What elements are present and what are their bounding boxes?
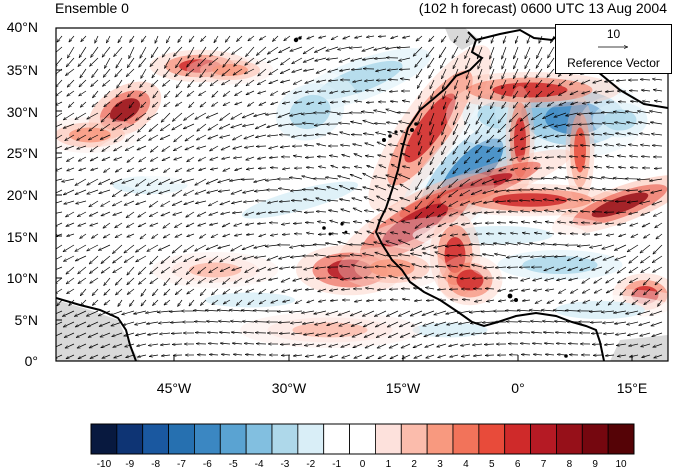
colorbar-label: 6: [514, 459, 521, 470]
colorbar-label: 3: [437, 459, 443, 470]
colorbar-label: -7: [177, 459, 186, 470]
colorbar-label: -4: [254, 459, 264, 470]
y-tick-label: 5°N: [14, 312, 39, 328]
colorbar-label: 8: [566, 459, 573, 470]
colorbar-swatch: [426, 423, 454, 455]
colorbar-swatch: [581, 423, 609, 455]
colorbar-label: 7: [540, 459, 547, 470]
right-title: (102 h forecast) 0600 UTC 13 Aug 2004: [418, 0, 667, 16]
x-tick-label: 15°E: [616, 380, 648, 396]
left-title: Ensemble 0: [55, 0, 129, 16]
colorbar-swatch: [375, 423, 402, 455]
reference-vector-label: Reference Vector: [567, 56, 660, 70]
colorbar-swatch: [504, 423, 531, 455]
colorbar-label: 9: [592, 459, 598, 470]
colorbar-swatch: [245, 423, 273, 455]
colorbar-swatch: [142, 423, 169, 455]
colorbar-label: -5: [228, 459, 238, 470]
colorbar-label: 2: [411, 459, 417, 470]
colorbar-label: -1: [332, 459, 342, 470]
wind-vectors: [56, 36, 663, 360]
y-tick-label: 15°N: [6, 229, 38, 245]
colorbar-swatch: [219, 423, 247, 455]
y-tick-label: 35°N: [6, 62, 38, 78]
reference-vector-box: 10 Reference Vector: [555, 24, 672, 74]
colorbar-swatch: [349, 423, 376, 455]
y-tick-label: 0°: [24, 353, 38, 369]
colorbar-label: -3: [280, 459, 290, 470]
reference-arrow: [598, 25, 628, 73]
colorbar-swatch: [323, 423, 350, 455]
x-tick-label: 30°W: [271, 380, 307, 396]
colorbar-label: 4: [463, 459, 469, 470]
colorbar-swatch: [478, 423, 506, 455]
y-tick-label: 10°N: [6, 270, 38, 286]
y-tick-label: 30°N: [6, 104, 38, 120]
colorbar-swatch: [271, 423, 299, 455]
colorbar-label: 1: [385, 459, 392, 470]
colorbar-swatch: [452, 423, 480, 455]
colorbar-label: 10: [615, 459, 627, 470]
x-tick-label: 45°W: [156, 380, 192, 396]
colorbar-label: -9: [125, 459, 135, 470]
x-tick-label: 15°W: [385, 380, 421, 396]
colorbar-swatch: [556, 423, 583, 455]
y-tick-label: 25°N: [6, 145, 38, 161]
colorbar-label: -6: [202, 459, 212, 470]
colorbar-swatch: [400, 423, 428, 455]
y-tick-label: 20°N: [6, 187, 38, 203]
colorbar-swatch: [116, 423, 144, 455]
colorbar-label: 5: [489, 459, 495, 470]
colorbar-swatch: [90, 423, 118, 455]
colorbar-swatch: [194, 423, 221, 455]
axis-ticks: [56, 27, 633, 361]
reference-vector-value: 10: [606, 27, 621, 41]
islands: [293, 36, 568, 358]
y-tick-label: 40°N: [6, 19, 38, 35]
colorbar-label: -8: [151, 459, 161, 470]
colorbar-label: -10: [96, 459, 112, 470]
colorbar-swatch: [297, 423, 325, 455]
colorbar-swatch: [607, 423, 635, 455]
colorbar-swatch: [168, 423, 195, 455]
x-tick-label: 0°: [511, 380, 525, 396]
colorbar-label: -2: [306, 459, 316, 470]
colorbar-label: 0: [359, 459, 366, 470]
colorbar-swatch: [530, 423, 557, 455]
